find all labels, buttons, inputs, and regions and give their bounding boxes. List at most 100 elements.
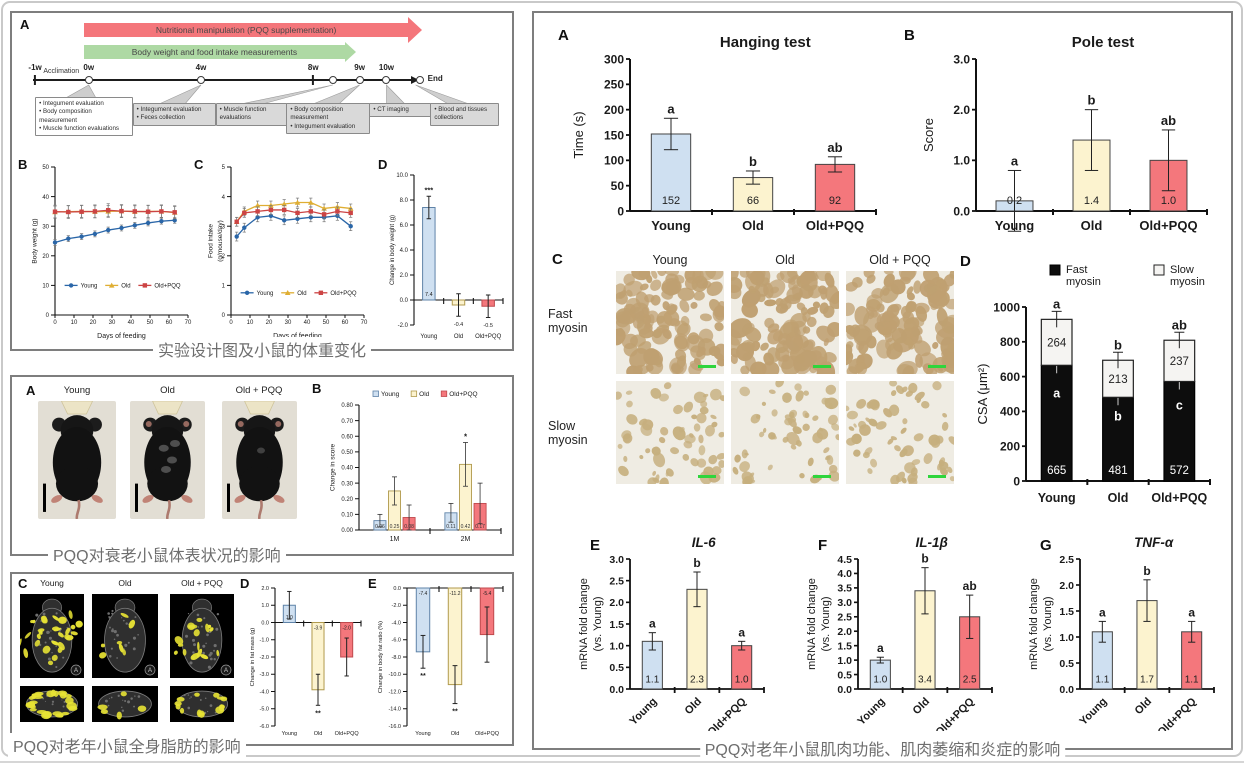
svg-text:-5.4: -5.4	[483, 591, 492, 597]
svg-text:40: 40	[42, 195, 49, 201]
svg-text:0.42: 0.42	[461, 524, 471, 530]
svg-text:a: a	[1011, 153, 1019, 168]
svg-text:Old: Old	[911, 696, 932, 717]
histo-col-old-pqq: Old + PQQ	[869, 253, 931, 267]
photo-label-old: Old	[160, 385, 175, 396]
timeline-callout: • Integument evaluation • Feces collectio…	[132, 103, 217, 126]
svg-text:Young: Young	[415, 731, 430, 737]
svg-text:70: 70	[185, 320, 192, 326]
svg-text:Young: Young	[627, 696, 659, 728]
svg-text:1M: 1M	[390, 536, 400, 543]
svg-text:-11.2: -11.2	[449, 591, 460, 597]
svg-text:Old+PQQ: Old+PQQ	[330, 291, 357, 297]
svg-text:2.5: 2.5	[609, 575, 624, 587]
timeline-tick	[312, 75, 315, 85]
chart-pole-test: 0.0 1.0 2.0 3.0 Score Pole test a 0.2 Young b 1.4 O…	[918, 25, 1221, 237]
panel-letter-ra: A	[558, 27, 569, 44]
svg-text:0.5: 0.5	[609, 662, 624, 674]
svg-text:0: 0	[617, 204, 624, 218]
timeline-point	[355, 76, 364, 84]
svg-text:0.80: 0.80	[341, 403, 353, 409]
svg-text:20: 20	[42, 254, 49, 260]
timeline-point	[84, 76, 93, 84]
svg-text:A: A	[74, 668, 78, 674]
svg-text:ab: ab	[963, 579, 977, 593]
svg-text:572: 572	[1170, 465, 1189, 477]
svg-text:Hanging test: Hanging test	[720, 34, 811, 51]
svg-text:Young: Young	[855, 696, 887, 728]
timeline-end-label: End	[427, 74, 443, 83]
svg-text:A: A	[224, 668, 228, 674]
chart-change-body-weight: 10.0 8.0 6.0 4.0 2.0 0.0 -2.0 Change in body we…	[386, 159, 508, 341]
svg-text:5: 5	[222, 165, 226, 171]
svg-text:Young: Young	[1038, 491, 1076, 505]
svg-text:-0.5: -0.5	[483, 323, 492, 329]
svg-text:10: 10	[71, 320, 78, 326]
svg-text:0: 0	[53, 320, 57, 326]
ct-label-old: Old	[118, 578, 132, 588]
svg-text:0.11: 0.11	[446, 524, 456, 530]
svg-text:40: 40	[128, 320, 135, 326]
svg-text:A: A	[148, 668, 152, 674]
svg-text:50: 50	[323, 320, 330, 326]
svg-text:(g/mouse/day): (g/mouse/day)	[217, 220, 224, 262]
svg-text:**: **	[420, 673, 426, 680]
svg-text:b: b	[749, 154, 757, 169]
svg-text:1.1: 1.1	[1185, 675, 1199, 686]
svg-text:Old+PQQ: Old+PQQ	[449, 391, 477, 398]
svg-text:-16.0: -16.0	[388, 724, 401, 730]
svg-text:50: 50	[42, 165, 49, 171]
caption-design: 实验设计图及小鼠的体重变化	[152, 337, 372, 361]
chart-change-fat-mass: 2.0 1.0 0.0 -1.0 -2.0 -3.0 -4.0 -5.0 -6.0 Change …	[246, 580, 366, 738]
svg-text:-4.0: -4.0	[392, 620, 401, 626]
experiment-timeline-diagram: Nutritional manipulation (PQQ supplement…	[18, 17, 506, 153]
timeline-axis	[32, 79, 411, 82]
svg-text:Body weight (g): Body weight (g)	[32, 218, 39, 263]
svg-text:200: 200	[1000, 440, 1020, 454]
svg-text:*: *	[464, 433, 468, 442]
panel-letter-re: E	[590, 537, 601, 554]
svg-text:Old: Old	[314, 731, 323, 737]
svg-text:-2.0: -2.0	[342, 626, 351, 632]
svg-text:Old+PQQ: Old+PQQ	[335, 731, 360, 737]
svg-text:-14.0: -14.0	[388, 707, 401, 713]
svg-text:800: 800	[1000, 335, 1020, 349]
svg-text:0.50: 0.50	[341, 450, 353, 456]
svg-text:0.0: 0.0	[609, 684, 624, 696]
panel-letter-b2: B	[312, 381, 322, 396]
svg-text:213: 213	[1108, 374, 1127, 386]
svg-text:ab: ab	[1161, 113, 1176, 128]
svg-text:10: 10	[247, 320, 254, 326]
svg-text:60: 60	[166, 320, 173, 326]
svg-text:c: c	[1176, 398, 1183, 412]
svg-text:-2.0: -2.0	[392, 603, 401, 609]
histo-row-fast: Fast myosin	[548, 307, 588, 335]
svg-text:30: 30	[109, 320, 116, 326]
svg-text:0: 0	[1013, 474, 1020, 488]
svg-text:Old: Old	[121, 284, 130, 290]
svg-text:Food intake: Food intake	[208, 224, 215, 258]
svg-text:50: 50	[147, 320, 154, 326]
timeline-callout: • Body composition measurement • Integume…	[286, 103, 371, 135]
svg-text:Old+PQQ: Old+PQQ	[154, 284, 181, 290]
svg-text:300: 300	[604, 52, 624, 66]
chart-hanging-test: 0 50 100 150 200 250 300 Time (s) Hanging test a 1…	[568, 25, 888, 237]
svg-text:4: 4	[222, 195, 226, 201]
svg-text:ab: ab	[1172, 318, 1187, 333]
timeline-week-label: -1w	[28, 63, 42, 72]
chart-body-weight: 0 10 20 30 40 50 Body weight (g) 0 10 20 30 40 50 60 7…	[28, 159, 196, 341]
svg-text:0.0: 0.0	[953, 204, 970, 218]
svg-text:b: b	[693, 556, 700, 570]
svg-text:3: 3	[222, 224, 226, 230]
svg-text:IL-6: IL-6	[692, 535, 716, 550]
svg-text:a: a	[738, 625, 745, 639]
svg-text:Change in score: Change in score	[330, 443, 337, 491]
svg-text:mRNA fold change: mRNA fold change	[806, 578, 818, 670]
svg-text:Pole test: Pole test	[1072, 34, 1135, 51]
svg-text:1.0: 1.0	[837, 655, 852, 667]
svg-text:2.0: 2.0	[400, 273, 409, 279]
mouse-photo-old	[130, 401, 205, 519]
svg-text:Young: Young	[651, 218, 691, 233]
svg-text:2.0: 2.0	[1059, 580, 1074, 592]
panel-letter-a: A	[20, 17, 30, 32]
